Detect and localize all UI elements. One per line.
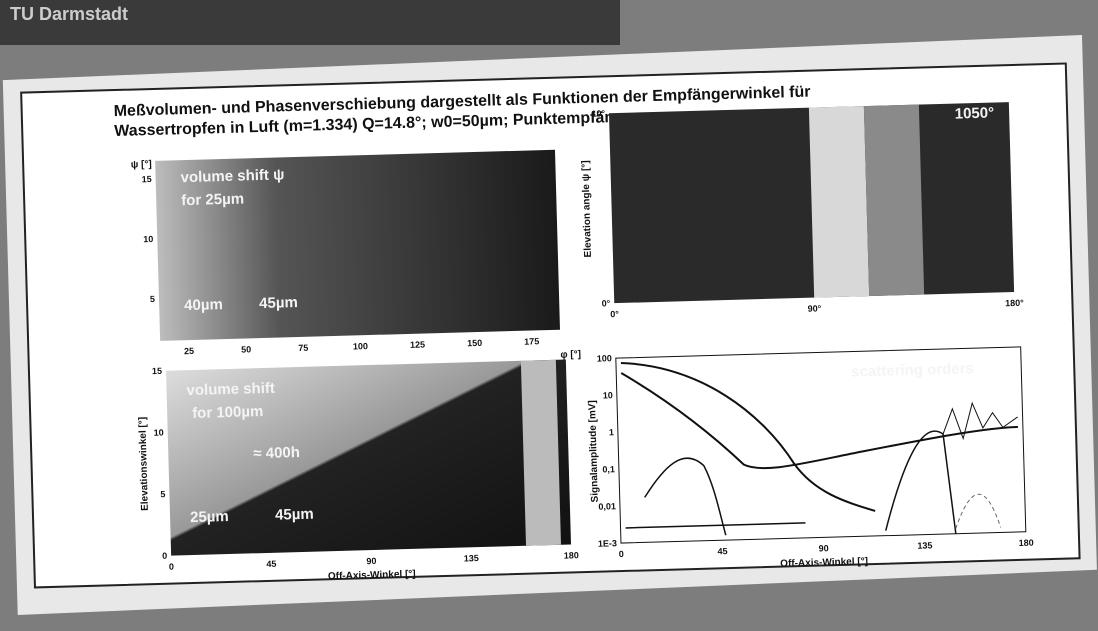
x-tick-label: 50: [241, 344, 251, 354]
x-tick-label: 180: [1018, 538, 1033, 548]
annotation: ≈ 400h: [253, 444, 300, 462]
y-tick-label: 10°: [591, 108, 605, 118]
x-tick-label: 45: [717, 546, 727, 556]
y-tick-label: 0,01: [598, 501, 616, 511]
annotation: volume shift: [186, 380, 275, 399]
x-tick-label: 150: [467, 338, 482, 348]
y-tick-label: 15: [152, 366, 162, 376]
annotation: scattering orders: [851, 360, 974, 380]
panel-band: [521, 360, 561, 546]
x-tick-label: 90: [819, 543, 829, 553]
card: Meßvolumen- und Phasenverschiebung darge…: [2, 35, 1097, 615]
y-tick-label: 5: [160, 489, 165, 499]
x-tick-label: 75: [298, 343, 308, 353]
x-tick-label: 135: [464, 553, 479, 563]
x-tick-label: 180°: [1005, 298, 1024, 309]
y-tick-label: 100: [597, 353, 612, 363]
x-tick-label: 0: [619, 549, 624, 559]
x-tick-label: 135: [917, 540, 932, 550]
annotation: 40µm: [184, 296, 223, 314]
annotation: 25µm: [190, 508, 229, 526]
y-tick-label: 10: [143, 234, 153, 244]
org-name: TU Darmstadt: [10, 4, 128, 24]
panel-band: [864, 105, 924, 296]
x-tick-label: 90°: [808, 303, 822, 313]
x-tick-label: 100: [353, 341, 368, 351]
annotation: 1050°: [955, 104, 995, 122]
y-axis-label: ψ [°]: [131, 159, 152, 171]
y-tick-label: 0°: [602, 298, 611, 308]
x-tick-label: 180: [564, 550, 579, 560]
x-tick-label: 90: [366, 556, 376, 566]
x-axis-label: φ [°]: [560, 349, 581, 361]
x-tick-label: 25: [184, 346, 194, 356]
y-tick-label: 0: [162, 551, 167, 561]
y-tick-label: 10: [603, 390, 613, 400]
x-tick-label: 125: [410, 339, 425, 349]
y-tick-label: 15: [141, 174, 151, 184]
y-tick-label: 1E-3: [598, 538, 617, 549]
x-tick-label: 0: [169, 562, 174, 572]
y-tick-label: 10: [154, 427, 164, 437]
slide: TU Darmstadt Meßvolumen- und Phasenversc…: [0, 0, 1098, 631]
y-tick-label: 5: [150, 294, 155, 304]
y-tick-label: 0,1: [602, 464, 615, 474]
panel-band: [809, 106, 869, 297]
annotation: 45µm: [259, 294, 298, 312]
y-tick-label: 1: [609, 427, 614, 437]
x-tick-label: 0°: [610, 309, 619, 319]
annotation: volume shift ψ: [180, 166, 284, 186]
x-tick-label: 175: [524, 336, 539, 346]
annotation: for 25µm: [181, 190, 244, 209]
annotation: 45µm: [275, 506, 314, 524]
annotation: for 100µm: [192, 403, 264, 422]
x-tick-label: 45: [266, 559, 276, 569]
